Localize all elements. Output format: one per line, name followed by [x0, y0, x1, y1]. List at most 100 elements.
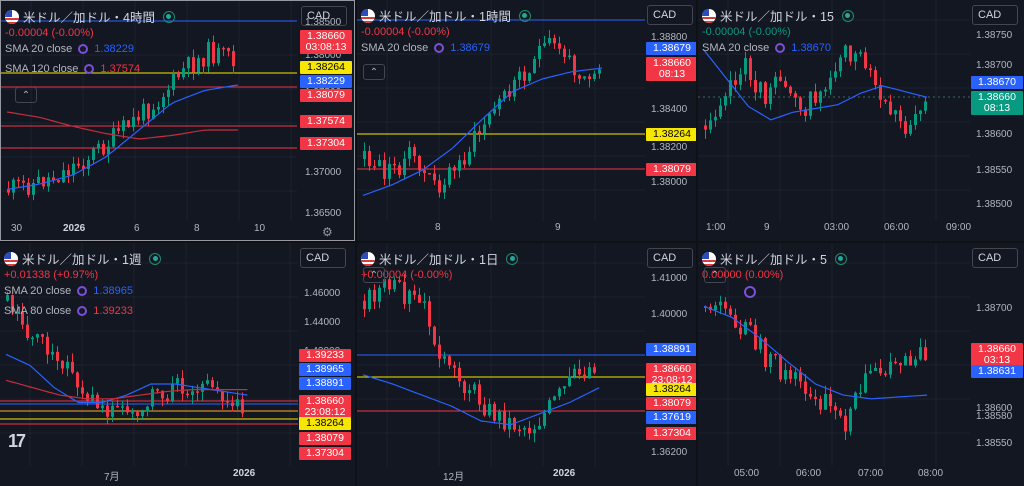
candle-body: [92, 148, 95, 161]
symbol-title[interactable]: 米ドル／加ドル・1日: [361, 249, 519, 268]
candle-body: [206, 380, 209, 384]
sma-line[interactable]: [703, 305, 928, 400]
indicator-visibility-icon[interactable]: [434, 43, 445, 53]
alert-marker-icon[interactable]: [744, 286, 756, 298]
y-axis-tick: 1.38580: [976, 411, 1013, 422]
chart-panel-1h[interactable]: 米ドル／加ドル・1時間 -0.00004 (-0.00%) SMA 20 close…: [357, 0, 696, 241]
candle-body: [383, 279, 386, 288]
indicator-legend[interactable]: SMA 80 close 1.39233: [4, 305, 133, 317]
price-chart[interactable]: [357, 0, 696, 241]
price-chart[interactable]: [698, 243, 1024, 486]
collapse-legend-button[interactable]: ⌃: [363, 267, 385, 283]
market-open-icon: [518, 9, 531, 22]
candle-body: [844, 415, 847, 432]
currency-selector[interactable]: CAD: [972, 5, 1018, 25]
candle-body: [759, 338, 762, 350]
symbol-title[interactable]: 米ドル／加ドル・4時間: [5, 7, 175, 26]
us-flag-icon: [702, 8, 716, 23]
x-axis-tick: 10: [254, 223, 266, 234]
candle-body: [171, 383, 174, 401]
candle-body: [914, 359, 917, 366]
collapse-legend-button[interactable]: ⌃: [704, 267, 726, 283]
symbol-title[interactable]: 米ドル／加ドル・1時間: [361, 6, 531, 25]
indicator-visibility-icon[interactable]: [775, 43, 786, 53]
candle-body: [784, 370, 787, 380]
sma-line[interactable]: [5, 353, 248, 404]
chart-panel-1d[interactable]: 米ドル／加ドル・1日 +0.00004 (-0.00%) ⌃ CAD 1.41000 1.…: [357, 243, 696, 486]
symbol-title[interactable]: 米ドル／加ドル・15: [702, 6, 854, 25]
chart-panel-1w[interactable]: 米ドル／加ドル・1週 +0.01338 (+0.97%) SMA 20 close 1…: [0, 243, 355, 486]
price-axis-label: 1.38079: [300, 89, 352, 102]
candle-body: [578, 368, 581, 375]
price-axis-label: 1.38264: [646, 128, 696, 141]
settings-gear-icon[interactable]: ⚙: [322, 225, 333, 239]
candle-body: [829, 393, 832, 407]
price-axis-label: 1.38264: [300, 61, 352, 74]
sma-line[interactable]: [362, 374, 600, 426]
symbol-title[interactable]: 米ドル／加ドル・5: [702, 249, 847, 268]
chart-panel-4h[interactable]: 米ドル／加ドル・4時間 -0.00004 (-0.00%) SMA 20 close…: [0, 0, 355, 241]
candle-body: [428, 301, 431, 327]
candle-body: [363, 150, 366, 160]
chart-panel-5m[interactable]: 米ドル／加ドル・5 0.00000 (0.00%) ⌃ CAD 1.38700 1.386…: [698, 243, 1024, 486]
collapse-legend-button[interactable]: ⌃: [15, 87, 37, 103]
indicator-legend[interactable]: SMA 20 close 1.38670: [702, 42, 831, 54]
indicator-legend[interactable]: SMA 20 close 1.38679: [361, 42, 490, 54]
price-change: +0.01338 (+0.97%): [4, 269, 99, 281]
candle-body: [22, 180, 25, 183]
candle-body: [181, 378, 184, 394]
currency-selector[interactable]: CAD: [301, 6, 347, 26]
price-axis-label: 1.38264: [299, 417, 351, 430]
price-axis-label: 1.38679: [646, 42, 696, 55]
sma-line[interactable]: [703, 49, 928, 121]
indicator-legend[interactable]: SMA 20 close 1.38965: [4, 285, 133, 297]
currency-selector[interactable]: CAD: [300, 248, 346, 268]
y-axis-tick: 1.38750: [976, 30, 1013, 41]
candle-body: [849, 45, 852, 62]
price-axis-label: 1.38660 23:08:12: [299, 395, 351, 419]
price-chart[interactable]: [698, 0, 1024, 241]
candle-body: [448, 356, 451, 366]
sma-line[interactable]: [362, 67, 603, 196]
candle-body: [734, 80, 737, 85]
candle-body: [111, 405, 114, 417]
currency-selector[interactable]: CAD: [647, 248, 693, 268]
sma-line[interactable]: [6, 111, 238, 140]
candle-body: [81, 387, 84, 394]
x-axis-tick: 8: [194, 223, 200, 234]
candle-body: [924, 347, 927, 361]
candle-body: [924, 101, 927, 111]
price-axis-label: 1.38660 08:13: [646, 57, 696, 81]
candle-body: [578, 75, 581, 79]
indicator-visibility-icon[interactable]: [84, 64, 95, 74]
indicator-legend[interactable]: SMA 120 close 1.37574: [5, 63, 140, 75]
candle-body: [187, 57, 190, 69]
symbol-title[interactable]: 米ドル／加ドル・1週: [4, 249, 162, 268]
sma-line[interactable]: [5, 379, 248, 400]
price-chart[interactable]: [357, 243, 696, 486]
candle-body: [879, 84, 882, 100]
x-axis-tick: 8: [435, 222, 441, 233]
indicator-legend[interactable]: SMA 20 close 1.38229: [5, 43, 134, 55]
candle-body: [513, 79, 516, 97]
chart-panel-15m[interactable]: 米ドル／加ドル・15 -0.00004 (-0.00%) SMA 20 close 1…: [698, 0, 1024, 241]
candle-body: [764, 82, 767, 104]
price-change: +0.00004 (-0.00%): [361, 269, 453, 281]
tradingview-logo[interactable]: 17: [8, 431, 26, 451]
candle-body: [774, 353, 777, 356]
price-chart[interactable]: [0, 243, 355, 486]
currency-selector[interactable]: CAD: [972, 248, 1018, 268]
candle-body: [909, 124, 912, 134]
sma-line[interactable]: [6, 84, 238, 190]
candle-body: [538, 425, 541, 430]
price-chart[interactable]: [1, 1, 354, 240]
indicator-visibility-icon[interactable]: [78, 44, 89, 54]
indicator-visibility-icon[interactable]: [77, 306, 88, 316]
candle-body: [191, 391, 194, 395]
currency-selector[interactable]: CAD: [647, 5, 693, 25]
candle-body: [583, 76, 586, 79]
indicator-visibility-icon[interactable]: [77, 286, 88, 296]
collapse-legend-button[interactable]: ⌃: [363, 64, 385, 80]
indicator-value: 1.38965: [93, 285, 134, 297]
candle-body: [202, 58, 205, 67]
